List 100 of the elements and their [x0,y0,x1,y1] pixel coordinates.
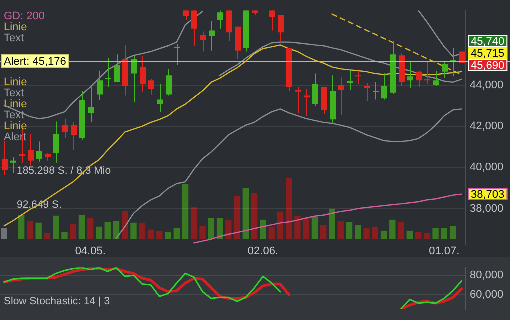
x-tick-label: 02.06. [248,246,278,258]
bar [432,228,439,239]
candlestick [416,70,422,88]
text: GD: 200 [4,10,45,23]
bar [130,222,137,239]
candlestick [347,68,353,91]
bar [226,220,232,239]
candlestick [433,70,439,87]
y-tick-label: 185.298 S. [17,165,68,177]
bar [36,222,42,239]
bar [424,233,430,239]
annotation: Linie [4,76,28,89]
bar [441,228,448,239]
candlestick [442,60,448,80]
bar [208,218,215,239]
bar [294,216,301,239]
y-tick-label: 44,000 [470,79,504,92]
candlestick [407,62,413,89]
bar [251,193,258,239]
bar [156,230,163,239]
bar [372,226,378,239]
bar [27,221,34,239]
annotation: Text [4,88,24,100]
bar [88,218,94,239]
bar [364,228,370,239]
candlestick [157,84,163,113]
candlestick [381,72,387,100]
y-tick-label: 40,000 [470,162,504,174]
candlestick [269,10,275,32]
bar [148,230,154,239]
text: Slow Stochastic: 14 | 3 [4,295,110,308]
bar [390,220,396,239]
bar [268,226,275,239]
y-tick-label: 38,000 [470,202,504,215]
y-tick-label: 60,000 [470,288,504,301]
candlestick [53,121,59,164]
bar [122,211,128,239]
bar [78,215,86,239]
annotation: Linie [4,120,28,133]
x-tick-label: 04.05. [75,246,106,258]
bar [398,222,404,239]
bar [113,221,120,239]
candlestick [36,141,42,162]
bar [286,178,292,239]
bar [234,196,240,239]
candlestick [97,70,103,102]
bar [70,224,76,239]
bar [303,218,310,239]
text: 45,715 [471,48,505,60]
candlestick [355,70,361,85]
ref-line-label: Alert: 45,176 [4,56,66,68]
y-tick-label: 80,000 [470,270,504,282]
candlestick [209,20,215,52]
candlestick [131,56,137,104]
candlestick [71,122,77,151]
candlestick [312,73,318,107]
candlestick [191,10,197,46]
bar [200,226,206,239]
bar [104,222,111,239]
bar [139,222,146,239]
bar [1,228,8,239]
annotation: Text [4,32,24,45]
candlestick [321,86,327,115]
bar [450,226,456,239]
candlestick [166,68,172,96]
bar [338,221,344,239]
annotation: Text [4,110,24,122]
bar [182,184,189,239]
candlestick [373,82,379,100]
candlestick [278,14,284,43]
annotation: 38,703 [471,188,505,201]
bar [312,216,318,239]
candlestick [424,60,430,85]
bar [415,232,422,239]
bar [320,225,327,239]
candlestick [62,118,68,138]
annotation: Linie [4,22,28,34]
bar [96,226,102,239]
candlestick [105,58,111,88]
bar [18,215,25,239]
candlestick [10,156,16,174]
bar [44,233,51,239]
bar [406,230,414,239]
candlestick [140,56,146,92]
bar [329,208,336,239]
candlestick [226,10,232,42]
candlestick [200,31,206,52]
bar [191,207,198,239]
bar [174,228,180,239]
x-tick-label: 01.07. [429,246,460,258]
bar [380,230,388,239]
text: 45,690 [471,60,505,72]
bar [355,225,362,239]
y-tick-label: 42,000 [470,120,504,132]
candlestick [148,79,154,96]
bar [277,212,284,239]
bar [346,222,353,239]
bar [216,218,224,239]
candlestick [114,54,120,83]
candlestick [295,86,301,114]
